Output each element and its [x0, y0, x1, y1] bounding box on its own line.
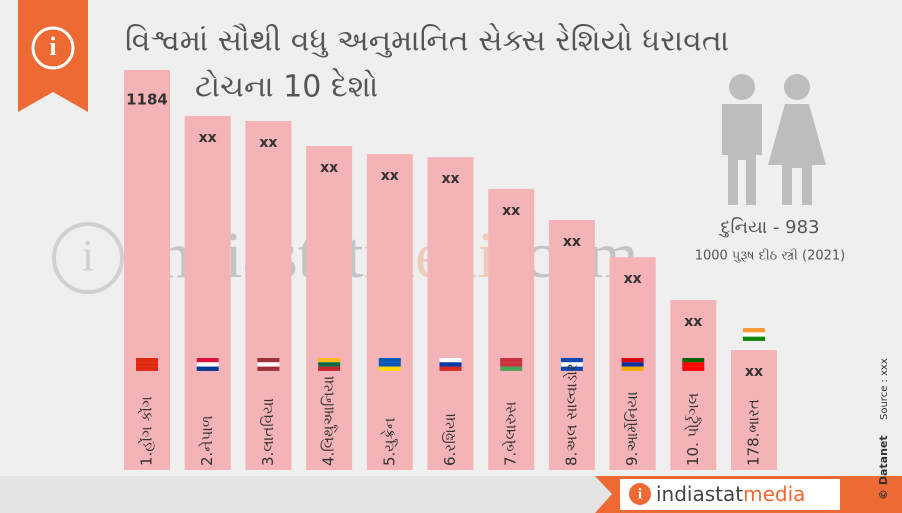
value-label: 1184 — [126, 91, 168, 109]
flag-stripe — [743, 332, 765, 337]
value-label: xx — [745, 364, 763, 380]
flag-stripe — [136, 362, 158, 367]
flag-stripe — [621, 366, 644, 371]
bar — [670, 300, 717, 470]
flag-stripe — [318, 358, 341, 363]
flag-stripe — [500, 366, 523, 371]
flag-stripe — [378, 366, 401, 371]
category-label: 3.લાતવિયા — [259, 398, 277, 466]
category-label: 2.નેપાળ — [198, 415, 216, 466]
footer-box — [620, 479, 840, 510]
watermark-icon — [52, 222, 124, 294]
flag-stripe — [560, 362, 583, 367]
chart-title: ટોચના 10 દેશો — [195, 68, 378, 105]
bar — [306, 146, 353, 470]
category-label: 4.લિથુઆનિયા — [320, 376, 338, 466]
flag-stripe — [439, 362, 462, 367]
man-body — [722, 104, 762, 205]
footer-icon — [629, 483, 651, 505]
flag-stripe — [500, 358, 523, 363]
chart-title: વિશ્વમાં સૌથી વધુ અનુમાનિત સેક્સ રેશિયો … — [125, 23, 729, 58]
bar — [124, 70, 170, 470]
value-label: xx — [684, 314, 702, 330]
category-label: 9.આર્મેનિયા — [623, 391, 641, 466]
flag-stripe — [560, 366, 583, 371]
flag-stripe — [257, 362, 280, 367]
footer-brand: indiastatmedia — [656, 482, 805, 506]
flag-stripe — [318, 362, 341, 367]
info-i: i — [49, 32, 56, 61]
watermark-i: i — [82, 231, 94, 280]
flag-stripe — [621, 358, 644, 363]
category-label: 10. પોર્ટુગલ — [684, 393, 702, 466]
flag-stripe — [136, 358, 158, 363]
woman-body — [768, 104, 826, 205]
world-note: 1000 પુરૂષ દીઠ સ્ત્રી (2021) — [695, 248, 846, 264]
category-label: 7.બેલારુસ — [502, 401, 520, 466]
footer-brand-b: media — [743, 482, 805, 506]
bar — [427, 157, 474, 470]
flag-stripe — [378, 362, 401, 367]
flag-stripe — [439, 358, 462, 363]
bar — [184, 115, 231, 470]
man-head — [729, 74, 755, 100]
source: Source : xxx — [879, 358, 890, 420]
flag-stripe — [439, 366, 462, 371]
footer-brand-a: indiastat — [656, 482, 743, 506]
category-label: 5.યુક્રેન — [380, 418, 398, 466]
info-icon — [31, 26, 75, 70]
flag-stripe — [560, 358, 583, 363]
flag-stripe — [196, 362, 219, 367]
value-label: xx — [259, 135, 277, 151]
flag-stripe — [257, 358, 280, 363]
category-label: 8.અલ સાલ્વાડોર — [562, 363, 580, 466]
flag-stripe — [257, 366, 280, 371]
flag-stripe — [682, 366, 705, 371]
value-label: xx — [502, 203, 520, 219]
flag-stripe — [196, 358, 219, 363]
value-label: xx — [441, 171, 459, 187]
woman-head — [784, 74, 810, 100]
value-label: xx — [624, 271, 642, 287]
people-icon — [722, 74, 826, 205]
bar — [488, 188, 535, 470]
value-label: xx — [563, 234, 581, 250]
value-label: xx — [199, 130, 217, 146]
value-label: xx — [381, 168, 399, 184]
bar — [245, 121, 292, 470]
flag-stripe — [136, 366, 158, 371]
world-label: દુનિયા - 983 — [718, 217, 819, 238]
flag-stripe — [500, 362, 523, 367]
copyright: © Datanet — [877, 435, 890, 500]
flag-stripe — [318, 366, 341, 371]
flag-stripe — [196, 366, 219, 371]
flag-stripe — [378, 358, 401, 363]
flag-stripe — [682, 362, 705, 367]
value-label: xx — [320, 160, 338, 176]
category-label: 1.હોંગ કોંગ — [138, 396, 156, 466]
flag-stripe — [682, 358, 705, 363]
flag-stripe — [621, 362, 644, 367]
flag-stripe — [743, 328, 765, 333]
bar — [366, 154, 413, 470]
flag-stripe — [743, 336, 765, 341]
category-label: 178.ભારત — [745, 399, 763, 466]
info-badge — [18, 0, 88, 112]
footer-icon-i: i — [638, 486, 642, 502]
bar — [731, 350, 777, 470]
bar — [548, 220, 595, 470]
category-label: 6.રશિયા — [441, 413, 459, 466]
